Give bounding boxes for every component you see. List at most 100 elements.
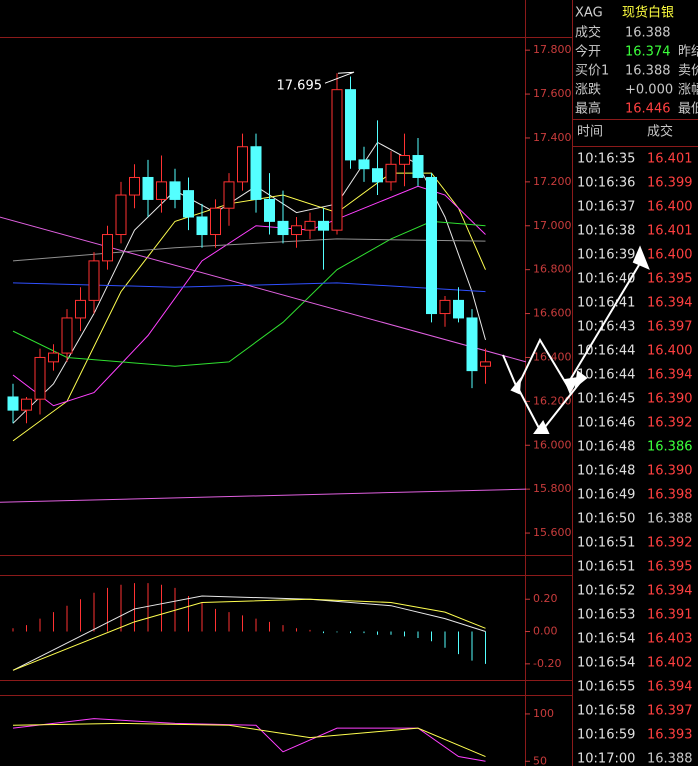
trade-price: 16.393 <box>647 728 693 743</box>
candle-body <box>385 163 397 183</box>
quote-label: 成交 <box>575 25 601 41</box>
candle-body <box>115 194 127 236</box>
candle-body <box>21 398 32 411</box>
indicator-line <box>12 718 486 762</box>
indicator-line <box>0 216 527 363</box>
trade-price: 16.398 <box>647 488 693 503</box>
candle-body <box>196 216 208 236</box>
trade-price: 16.391 <box>647 608 693 623</box>
candle-body <box>237 146 248 183</box>
trade-price: 16.392 <box>647 416 693 431</box>
candle-body <box>183 190 194 218</box>
candle-body <box>7 396 19 411</box>
trade-price: 16.399 <box>647 176 693 191</box>
indicator-line <box>0 488 527 503</box>
trade-price: 16.400 <box>647 248 693 263</box>
quote-extra-label: 卖价 <box>678 64 698 79</box>
trade-price: 16.397 <box>647 704 693 719</box>
trade-price: 16.388 <box>647 512 693 527</box>
y-tick-label: -0.20 <box>533 657 561 670</box>
trade-time: 10:16:37 <box>577 200 635 215</box>
annotation: 17.695 <box>277 79 323 94</box>
trade-time: 10:16:51 <box>577 536 635 551</box>
trade-price: 16.401 <box>647 152 693 167</box>
quote-label: 买价1 <box>575 64 609 79</box>
y-tick-label: 15.600 <box>533 526 572 539</box>
trade-time: 10:16:48 <box>577 440 635 455</box>
trade-time: 10:16:51 <box>577 560 635 575</box>
trade-time: 10:16:40 <box>577 272 635 287</box>
trade-time: 10:16:48 <box>577 464 635 479</box>
candle-body <box>480 361 491 367</box>
candle-body <box>102 234 113 262</box>
candle-body <box>142 176 154 200</box>
arrows <box>502 245 650 434</box>
trade-time: 10:16:44 <box>577 368 635 383</box>
candle-body <box>331 89 343 231</box>
candle-body <box>250 146 262 200</box>
indicator-line <box>12 220 486 367</box>
y-tick-label: 0.20 <box>533 592 558 605</box>
trade-price: 16.394 <box>647 680 693 695</box>
trade-time: 10:16:54 <box>577 656 635 671</box>
y-tick-label: 16.000 <box>533 438 572 451</box>
candle-body <box>412 155 424 178</box>
quote-label: 涨跌 <box>575 82 601 98</box>
candle-body <box>156 181 167 200</box>
trade-time: 10:16:39 <box>577 248 635 263</box>
trade-time: 10:16:41 <box>577 296 635 311</box>
y-tick-label: 17.200 <box>533 175 572 188</box>
instrument-name: 现货白银 <box>622 5 674 21</box>
quote-extra-label: 昨结 <box>678 45 698 60</box>
trade-price: 16.390 <box>647 464 693 479</box>
trade-time: 10:16:52 <box>577 584 635 599</box>
trade-price: 16.395 <box>647 272 693 287</box>
candle-body <box>169 181 181 200</box>
y-tick-label: 0.00 <box>533 625 558 638</box>
trade-time: 10:16:36 <box>577 176 635 191</box>
trade-time: 10:16:44 <box>577 344 635 359</box>
trade-price: 16.402 <box>647 656 693 671</box>
candle-body <box>75 299 86 319</box>
trade-time: 10:16:50 <box>577 512 635 527</box>
trade-price: 16.394 <box>647 368 693 383</box>
trade-time: 10:16:53 <box>577 608 635 623</box>
candle-body <box>223 181 235 209</box>
quote-extra-label: 涨幅 <box>678 83 698 98</box>
y-tick-label: 16.400 <box>533 350 572 363</box>
candle-body <box>345 89 356 161</box>
quote-value: 16.446 <box>625 102 671 117</box>
trade-price: 16.386 <box>647 440 693 455</box>
y-tick-label: 17.400 <box>533 131 572 144</box>
y-tick-label: 17.000 <box>533 219 572 232</box>
trade-time: 10:16:54 <box>577 632 635 647</box>
quote-value: +0.000 <box>625 83 673 98</box>
y-tick-label: 100 <box>533 707 554 720</box>
candle-body <box>358 159 370 170</box>
trade-price: 16.390 <box>647 392 693 407</box>
trade-time: 10:16:35 <box>577 152 635 167</box>
trade-time: 10:16:55 <box>577 680 635 695</box>
y-tick-label: 17.600 <box>533 87 572 100</box>
candle-body <box>318 220 329 231</box>
trade-price: 16.400 <box>647 344 693 359</box>
trade-time: 10:16:45 <box>577 392 635 407</box>
trade-price: 16.401 <box>647 224 693 239</box>
candle-body <box>34 356 46 400</box>
trade-price: 16.394 <box>647 296 693 311</box>
trade-price: 16.388 <box>647 752 693 766</box>
indicator-line <box>12 598 486 671</box>
trade-time: 10:17:00 <box>577 752 635 766</box>
quote-value: 16.388 <box>625 64 671 79</box>
candle-body <box>453 299 464 319</box>
trade-price: 16.395 <box>647 560 693 575</box>
trade-time: 10:16:59 <box>577 728 635 743</box>
candle-body <box>439 299 451 315</box>
time-header: 时间 <box>577 125 603 140</box>
quote-extra-label: 最低 <box>678 102 698 117</box>
candle-body <box>264 198 275 222</box>
candle-body <box>399 155 410 165</box>
symbol: XAG <box>575 6 603 21</box>
